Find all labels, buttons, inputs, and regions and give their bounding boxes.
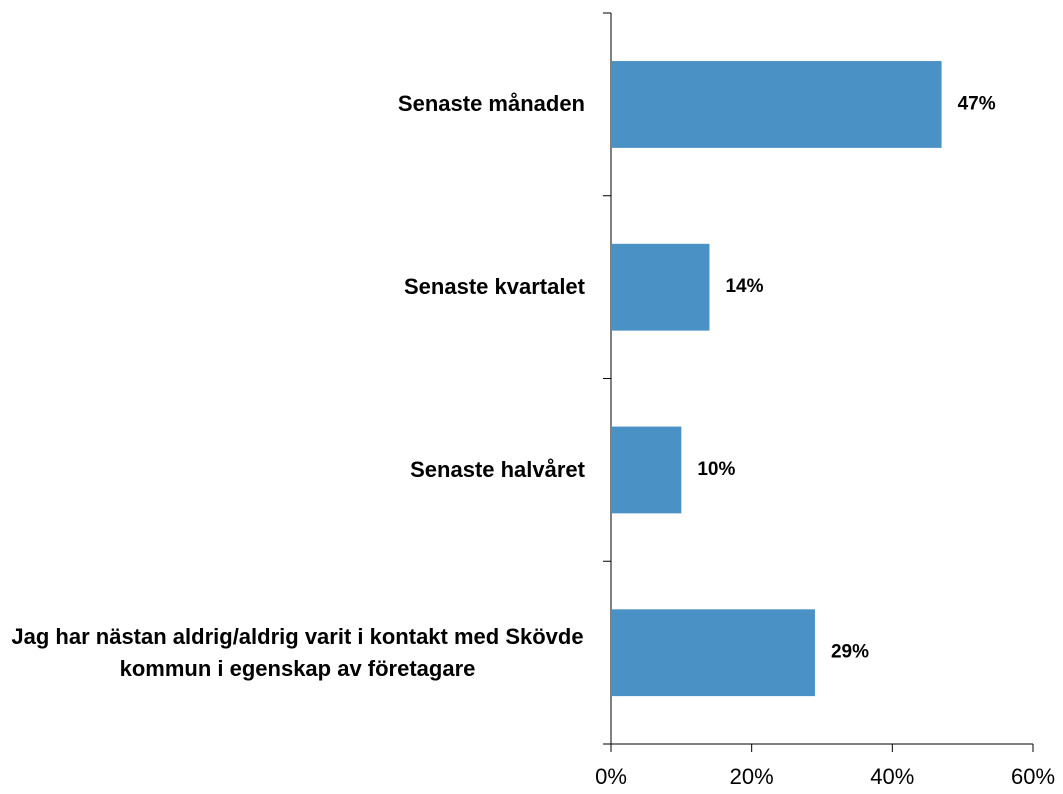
bar xyxy=(611,243,710,331)
y-tick-label: Jag har nästan aldrig/aldrig varit i kon… xyxy=(11,623,584,681)
value-label: 14% xyxy=(725,276,763,297)
category-label-box: Senaste månaden xyxy=(10,88,585,120)
x-tick-label: 60% xyxy=(1011,764,1055,789)
value-label: 47% xyxy=(958,93,996,114)
x-tick-label: 0% xyxy=(595,764,627,789)
y-tick-label: Senaste kvartalet xyxy=(404,274,585,300)
bar xyxy=(611,61,942,148)
value-label: 10% xyxy=(697,459,735,480)
y-tick-label: Senaste månaden xyxy=(397,91,585,117)
category-label-box: Senaste halvåret xyxy=(10,454,585,486)
category-label-box: Jag har nästan aldrig/aldrig varit i kon… xyxy=(10,621,585,685)
bar xyxy=(611,426,682,514)
x-tick-label: 40% xyxy=(870,764,914,789)
bar xyxy=(611,609,815,697)
category-label-box: Senaste kvartalet xyxy=(10,271,585,303)
x-tick-label: 20% xyxy=(730,764,774,789)
y-tick-label: Senaste halvåret xyxy=(410,456,585,482)
value-label: 29% xyxy=(831,642,869,663)
